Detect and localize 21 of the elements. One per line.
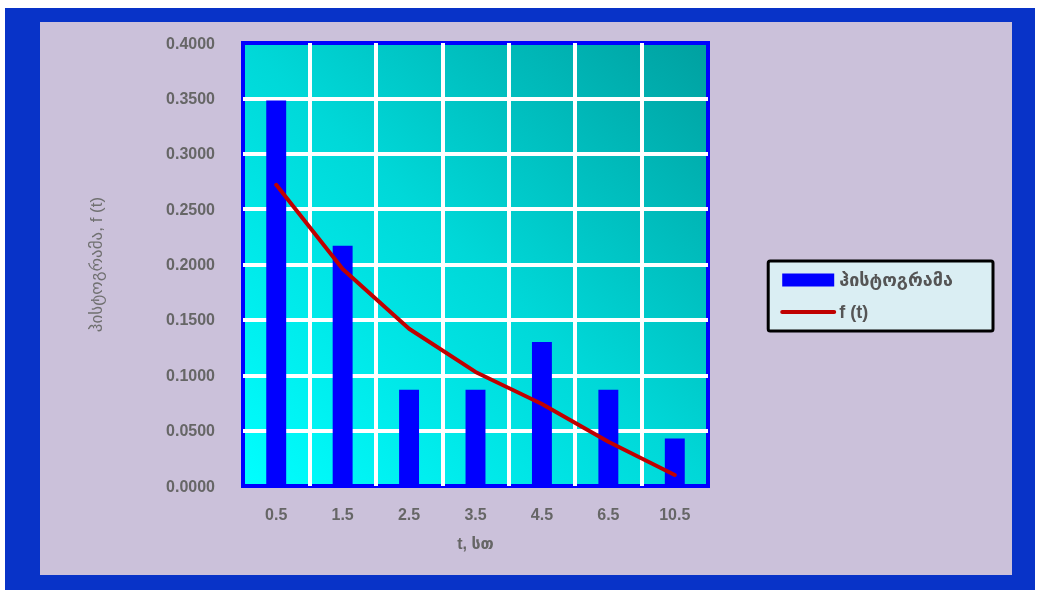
y-tick-label: 0.2500 xyxy=(166,200,216,218)
y-tick-label: 0.0000 xyxy=(166,477,216,495)
x-tick-label: 6.5 xyxy=(597,505,620,523)
y-tick-label: 0.0500 xyxy=(166,422,216,440)
x-tick-label: 0.5 xyxy=(265,505,288,523)
y-axis-title: ჰისტოგრამა, f (t) xyxy=(87,196,106,333)
x-tick-label: 3.5 xyxy=(464,505,487,523)
y-tick-label: 0.1500 xyxy=(166,311,216,329)
x-tick-label: 10.5 xyxy=(659,505,691,523)
x-tick-label: 4.5 xyxy=(530,505,554,523)
line-series xyxy=(274,182,677,477)
y-tick-label: 0.2000 xyxy=(166,256,216,273)
legend-label: ჰისტოგრამა xyxy=(839,270,954,290)
y-tick-label: 0.4000 xyxy=(166,34,216,52)
y-tick-label: 0.3000 xyxy=(166,145,216,163)
x-tick-label: 2.5 xyxy=(397,505,421,523)
x-tick-label: 1.5 xyxy=(331,505,354,523)
x-axis-title: t, სთ xyxy=(457,534,494,552)
y-tick-label: 0.3500 xyxy=(166,89,216,107)
y-tick-label: 0.1000 xyxy=(166,366,216,384)
legend-label: f (t) xyxy=(839,302,869,322)
